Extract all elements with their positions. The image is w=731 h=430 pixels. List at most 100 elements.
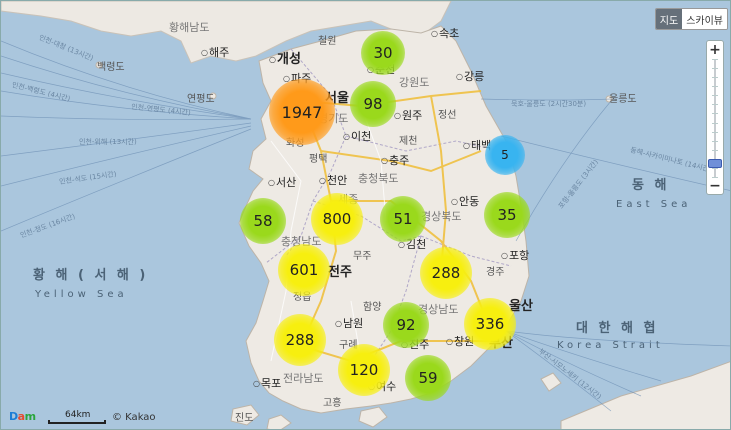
label-gangwon: 강원도 [399, 76, 430, 89]
cluster-count: 336 [475, 315, 505, 333]
label-chungbuk: 충청북도 [358, 172, 399, 185]
zoom-tick [712, 95, 718, 97]
label-goheung: 고흥 [323, 398, 342, 409]
cluster-marker[interactable]: 35 [484, 192, 530, 238]
label-kaesong: 개성 [269, 53, 301, 66]
label-haeju: 해주 [201, 47, 229, 58]
daum-logo: Dam [9, 410, 36, 423]
zoom-track[interactable] [714, 59, 716, 177]
map-type-skyview-button[interactable]: 스카이뷰 [682, 9, 727, 29]
label-korea-strait-en: Korea Strait [557, 340, 664, 351]
cluster-marker[interactable]: 1947 [269, 79, 335, 145]
cluster-count: 35 [497, 206, 517, 224]
label-sokcho: 속초 [431, 28, 459, 39]
zoom-tick [712, 104, 718, 106]
zoom-tick [712, 86, 718, 88]
label-jeongeup: 정읍 [293, 292, 312, 303]
zoom-tick [712, 77, 718, 79]
map-type-switch: 지도 스카이뷰 [654, 8, 728, 30]
cluster-marker[interactable]: 336 [464, 298, 516, 350]
label-mokpo: 목포 [253, 378, 281, 389]
label-chungnam: 충청남도 [281, 235, 322, 248]
cluster-count: 98 [363, 95, 383, 113]
label-gyeongnam: 경상남도 [418, 303, 459, 316]
zoom-control: + − [706, 40, 724, 195]
cluster-count: 1947 [281, 102, 323, 122]
cluster-count: 30 [373, 44, 393, 62]
label-yeonpyeong: 연평도 [187, 94, 215, 105]
label-ulsan: 울산 [509, 299, 533, 314]
label-taebaek: 태백 [463, 140, 491, 151]
route-label: 인천-위해 (13시간) [79, 138, 137, 146]
cluster-count: 59 [418, 369, 438, 387]
label-gangneung: 강릉 [456, 71, 484, 82]
scale-bar-line [48, 420, 106, 424]
label-jeonju: 전주 [328, 265, 352, 280]
map-type-map-button[interactable]: 지도 [655, 9, 683, 29]
label-ulleung: 울릉도 [609, 94, 637, 105]
label-hwanghae-nam: 황해남도 [169, 21, 210, 34]
label-andong: 안동 [451, 196, 479, 207]
label-gyeongju: 경주 [486, 267, 505, 278]
label-namwon: 남원 [335, 318, 363, 329]
zoom-tick [712, 167, 718, 169]
label-seosan: 서산 [268, 177, 296, 188]
cluster-marker[interactable]: 120 [338, 344, 390, 396]
label-gyeongbuk: 경상북도 [421, 210, 462, 223]
cluster-marker[interactable]: 51 [380, 196, 426, 242]
label-east-sea-en: East Sea [616, 199, 692, 210]
zoom-tick [712, 149, 718, 151]
zoom-tick [712, 131, 718, 133]
label-jinju: 진주 [401, 339, 429, 350]
cluster-marker[interactable]: 5 [485, 135, 525, 175]
route-label: 묵호-울릉도 (2시간30분) [511, 100, 587, 108]
cluster-count: 800 [322, 210, 352, 228]
zoom-tick [712, 113, 718, 115]
label-jecheon: 제천 [399, 136, 418, 147]
label-hamyang: 함양 [363, 302, 382, 313]
label-cheonan: 천안 [319, 175, 347, 186]
label-wonju: 원주 [394, 110, 422, 121]
label-yellow-sea-en: Yellow Sea [35, 289, 128, 300]
label-yellow-sea: 황 해 ( 서 해 ) [33, 268, 149, 283]
zoom-tick [712, 140, 718, 142]
label-korea-strait: 대 한 해 협 [576, 321, 659, 336]
label-gimcheon: 김천 [398, 239, 426, 250]
cluster-count: 601 [289, 261, 319, 279]
cluster-marker[interactable]: 30 [361, 31, 405, 75]
cluster-count: 288 [285, 331, 315, 349]
label-chungju: 충주 [381, 155, 409, 166]
zoom-in-button[interactable]: + [709, 42, 721, 58]
label-pyeongtaek: 평택 [309, 154, 328, 165]
zoom-out-button[interactable]: − [709, 178, 721, 194]
zoom-tick [712, 177, 718, 178]
cluster-marker[interactable]: 59 [405, 355, 451, 401]
label-jeongseon: 정선 [438, 110, 457, 121]
cluster-marker[interactable]: 58 [240, 198, 286, 244]
label-baengnyeong: 백령도 [97, 62, 125, 73]
label-gurye: 구례 [339, 340, 358, 351]
label-yeosu: 여수 [368, 381, 396, 392]
zoom-slider-handle[interactable] [708, 158, 722, 168]
cluster-count: 51 [393, 210, 413, 228]
cluster-marker[interactable]: 601 [278, 244, 330, 296]
label-icheon: 이천 [343, 131, 371, 142]
zoom-tick [712, 59, 718, 60]
label-changwon: 창원 [446, 336, 474, 347]
cluster-marker[interactable]: 98 [350, 81, 396, 127]
scale-label: 64km [65, 410, 91, 420]
label-pohang: 포항 [501, 250, 529, 261]
copyright-text: © Kakao [112, 412, 156, 423]
label-east-sea: 동 해 [632, 178, 670, 193]
cluster-count: 288 [431, 264, 461, 282]
cluster-marker[interactable]: 288 [420, 247, 472, 299]
cluster-marker[interactable]: 800 [311, 193, 363, 245]
cluster-count: 92 [396, 316, 416, 334]
label-jeonnam: 전라남도 [283, 372, 324, 385]
zoom-tick [712, 122, 718, 124]
cluster-marker[interactable]: 288 [274, 314, 326, 366]
cluster-count: 58 [253, 212, 273, 230]
label-muju: 무주 [353, 251, 372, 262]
cluster-marker[interactable]: 92 [383, 302, 429, 348]
